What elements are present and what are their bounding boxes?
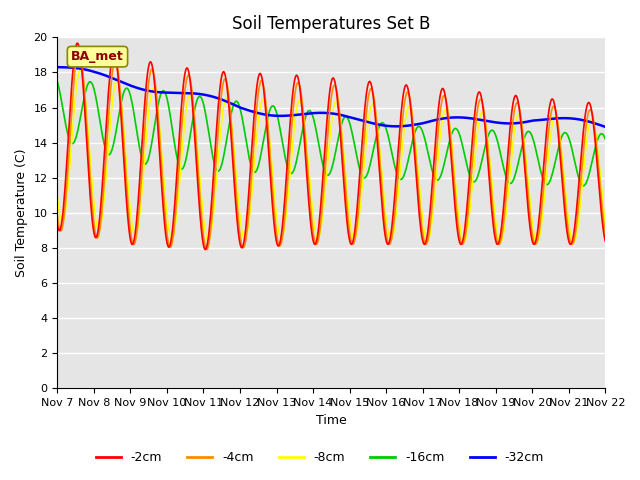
Y-axis label: Soil Temperature (C): Soil Temperature (C) — [15, 149, 28, 277]
Title: Soil Temperatures Set B: Soil Temperatures Set B — [232, 15, 431, 33]
Legend: -2cm, -4cm, -8cm, -16cm, -32cm: -2cm, -4cm, -8cm, -16cm, -32cm — [91, 446, 549, 469]
X-axis label: Time: Time — [316, 414, 347, 427]
Text: BA_met: BA_met — [71, 50, 124, 63]
